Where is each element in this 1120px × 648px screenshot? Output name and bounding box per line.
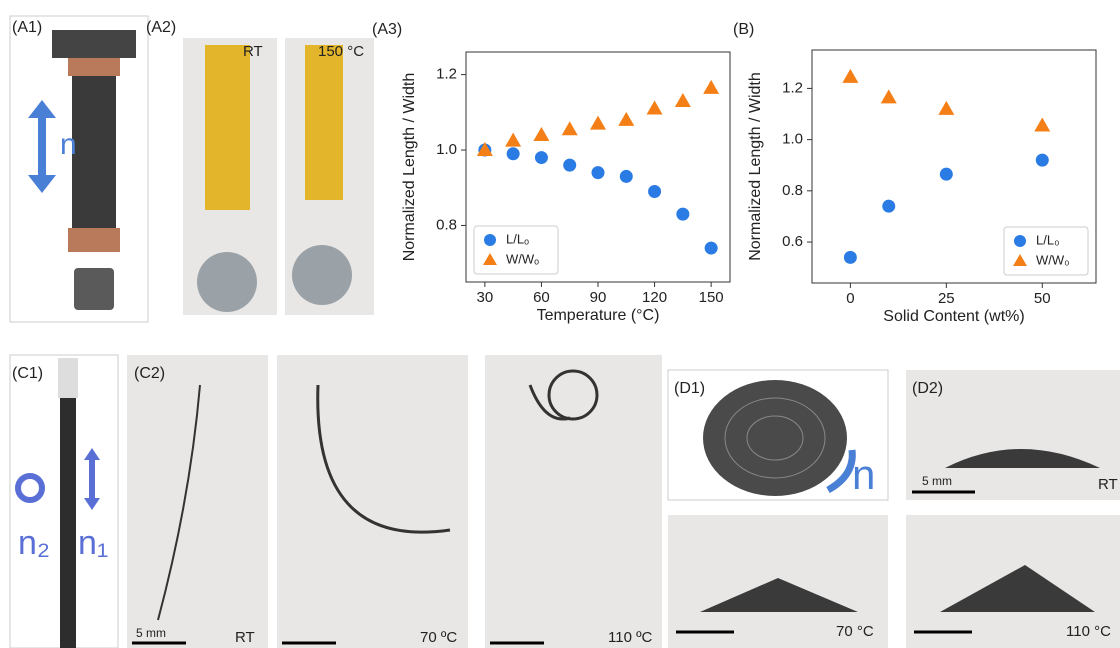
x-tick-label: 30 xyxy=(477,289,494,306)
point xyxy=(1034,118,1050,132)
film xyxy=(305,45,343,200)
point xyxy=(507,147,520,160)
director-label: n₂ xyxy=(18,524,50,562)
legend-label: W/Wₒ xyxy=(506,251,539,266)
figure: n RT 150 °C n₂ n₁ 5 mm RT 70 ºC 110 ºC n… xyxy=(0,0,1120,648)
y-tick-label: 1.0 xyxy=(436,141,457,158)
x-tick-label: 120 xyxy=(642,289,667,306)
y-tick-label: 0.6 xyxy=(782,233,803,250)
director-label: n xyxy=(852,451,875,498)
photo-label: 110 °C xyxy=(1066,623,1111,640)
point xyxy=(592,166,605,179)
x-tick-label: 90 xyxy=(590,289,607,306)
director-label: n₁ xyxy=(78,524,108,562)
point xyxy=(940,168,953,181)
point xyxy=(882,200,895,213)
photo-label: RT xyxy=(1098,476,1118,493)
panel-label: (A3) xyxy=(372,21,402,38)
photo xyxy=(277,355,468,648)
photo-label: 70 ºC xyxy=(420,629,457,646)
y-tick-label: 1.2 xyxy=(782,79,803,96)
photo-label: RT xyxy=(243,43,263,60)
clamp xyxy=(68,228,120,252)
point xyxy=(590,116,606,130)
scale-label: 5 mm xyxy=(136,626,166,640)
point xyxy=(620,170,633,183)
fiber-bundle xyxy=(72,76,116,228)
legend-label: W/W₀ xyxy=(1036,252,1070,267)
point xyxy=(842,69,858,83)
weight xyxy=(197,252,257,312)
legend-label: L/Lₒ xyxy=(506,231,529,246)
photo xyxy=(127,355,268,648)
panel-label: (D2) xyxy=(912,380,943,397)
photo xyxy=(485,355,662,648)
clamp xyxy=(52,30,136,58)
clamp xyxy=(58,358,78,398)
point xyxy=(676,208,689,221)
y-tick-label: 0.8 xyxy=(436,216,457,233)
panel-label: (C2) xyxy=(134,365,165,382)
x-axis-label: Solid Content (wt%) xyxy=(883,308,1024,325)
x-axis-label: Temperature (°C) xyxy=(537,307,660,324)
panel-label: (A1) xyxy=(12,19,42,36)
fiber xyxy=(60,398,76,648)
y-tick-label: 1.0 xyxy=(782,131,803,148)
point xyxy=(562,121,578,135)
point xyxy=(844,251,857,264)
point xyxy=(705,242,718,255)
point xyxy=(535,151,548,164)
point xyxy=(1036,154,1049,167)
point xyxy=(675,93,691,107)
point xyxy=(648,185,661,198)
photo-label: 110 ºC xyxy=(608,629,653,646)
y-axis-label: Normalized Length / Width xyxy=(747,72,764,261)
y-tick-label: 0.8 xyxy=(782,182,803,199)
panel-label: (B) xyxy=(733,21,754,38)
x-tick-label: 150 xyxy=(699,289,724,306)
photo-label: RT xyxy=(235,629,255,646)
x-tick-label: 50 xyxy=(1034,290,1051,307)
x-tick-label: 60 xyxy=(533,289,550,306)
x-tick-label: 0 xyxy=(846,290,854,307)
point xyxy=(563,159,576,172)
panel-label: (D1) xyxy=(674,380,705,397)
y-tick-label: 1.2 xyxy=(436,66,457,83)
point xyxy=(938,101,954,115)
scale-label: 5 mm xyxy=(922,474,952,488)
legend-label: L/L₀ xyxy=(1036,232,1059,247)
weight xyxy=(292,245,352,305)
y-axis-label: Normalized Length / Width xyxy=(401,73,418,262)
director-label: n xyxy=(60,128,77,161)
photo-label: 70 °C xyxy=(836,623,874,640)
legend-marker xyxy=(484,234,496,246)
point xyxy=(505,133,521,147)
panel-label: (A2) xyxy=(146,19,176,36)
film xyxy=(205,45,250,210)
point xyxy=(881,89,897,103)
legend-marker xyxy=(1014,235,1026,247)
weight xyxy=(74,268,114,310)
point xyxy=(647,101,663,115)
photo-label: 150 °C xyxy=(318,43,364,60)
point xyxy=(533,127,549,141)
x-tick-label: 25 xyxy=(938,290,955,307)
panel-label: (C1) xyxy=(12,365,43,382)
point xyxy=(618,112,634,126)
clamp xyxy=(68,58,120,76)
point xyxy=(703,80,719,94)
